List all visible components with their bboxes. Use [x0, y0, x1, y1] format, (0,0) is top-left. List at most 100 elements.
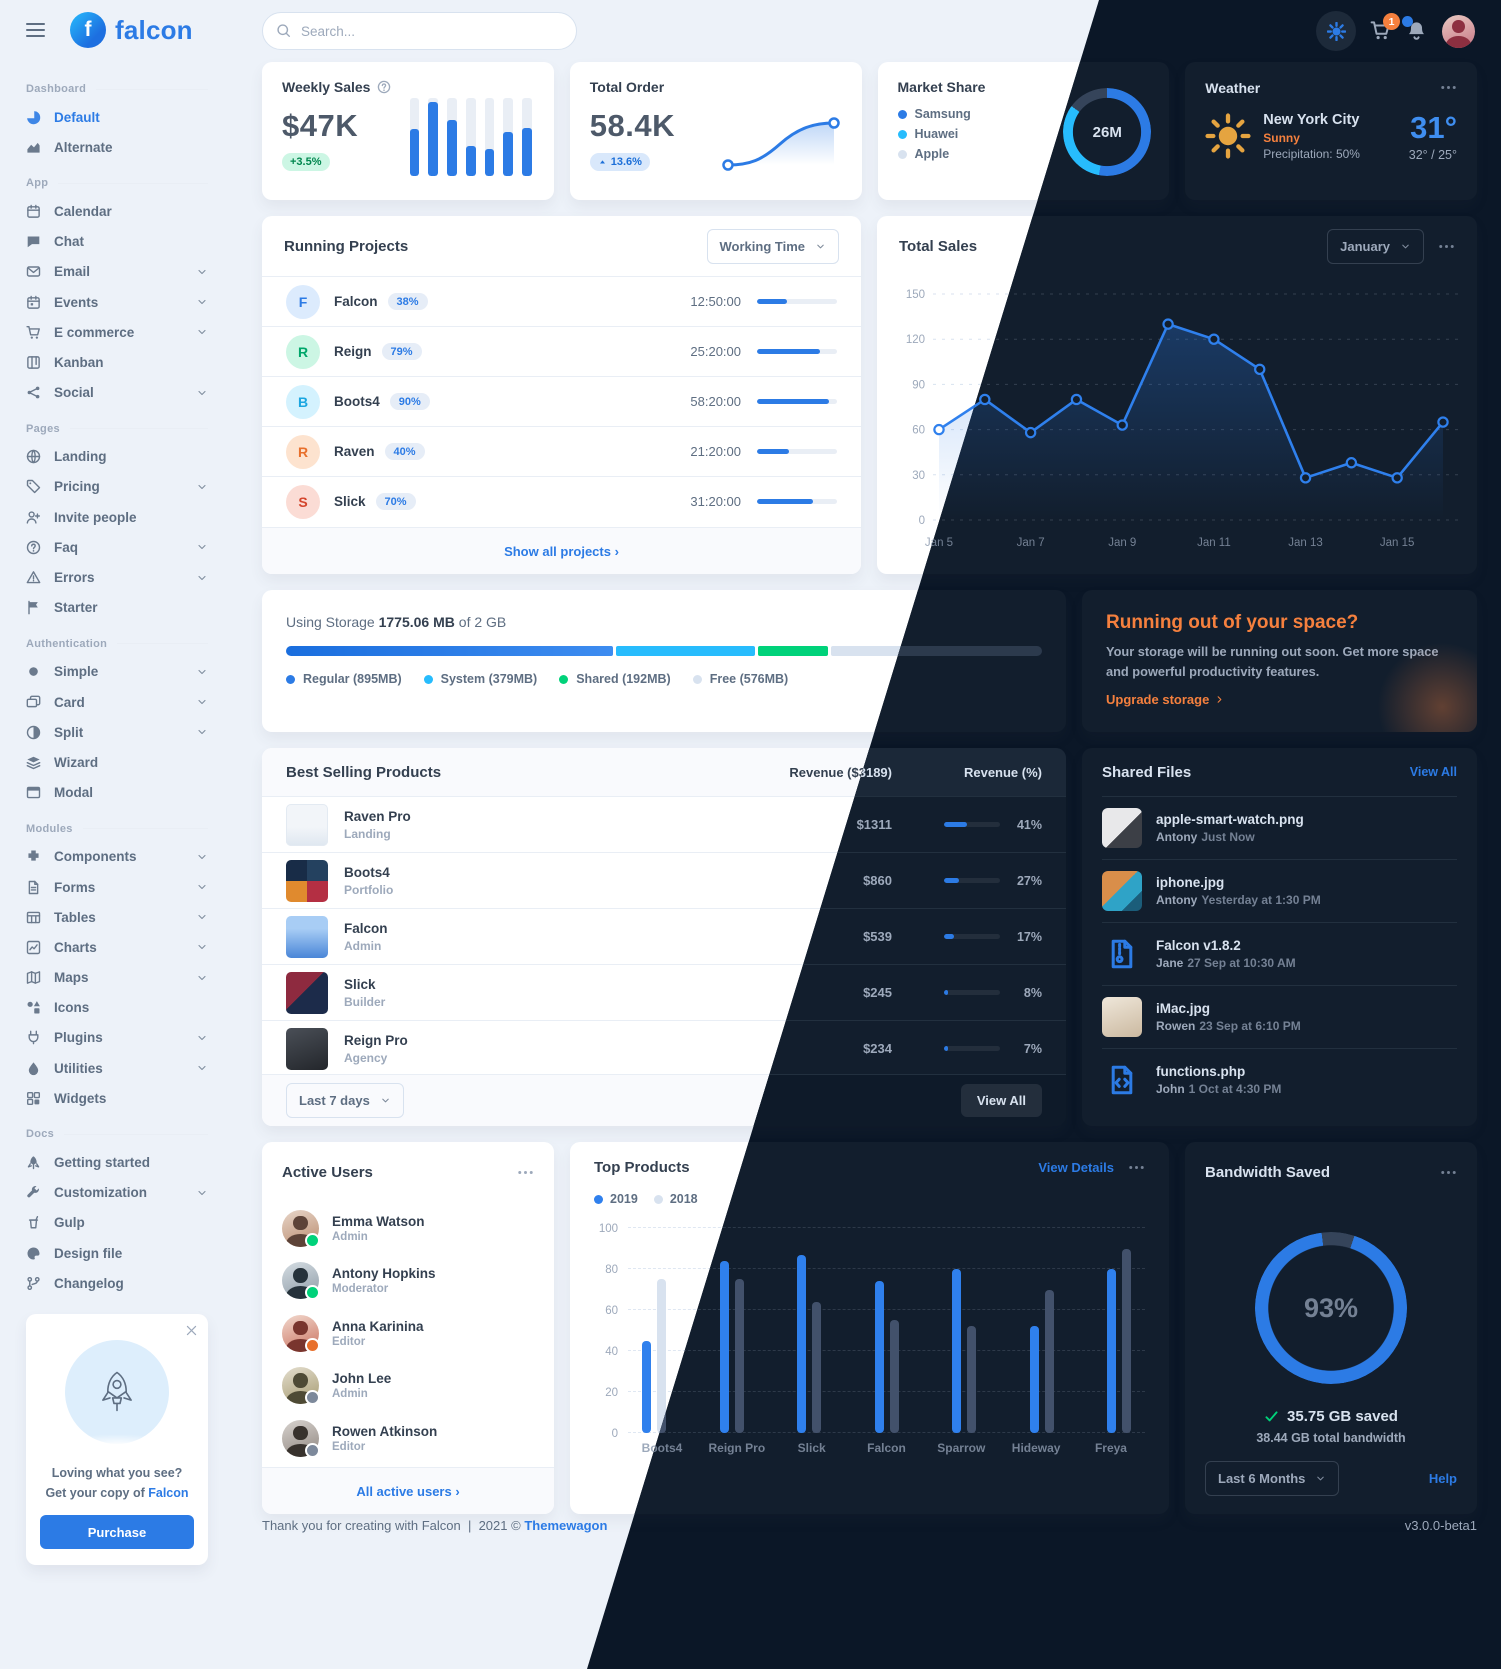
sidebar-item-ecommerce[interactable]: E commerce [26, 317, 208, 347]
sidebar-item-charts[interactable]: Charts [26, 932, 208, 962]
sidebar-item-modal[interactable]: Modal [26, 778, 208, 808]
project-row: B Boots4 90% 58:20:00 [262, 376, 861, 426]
themewagon-link[interactable]: Themewagon [524, 1518, 608, 1533]
search-input[interactable] [262, 12, 577, 50]
working-time-select[interactable]: Working Time [706, 228, 839, 264]
sidebar-item-icons[interactable]: Icons [26, 993, 208, 1023]
sidebar-section-pages: Pages [26, 423, 208, 435]
card-menu-button[interactable] [1128, 1159, 1145, 1176]
help-link[interactable]: Help [1428, 1471, 1457, 1486]
sidebar-item-utilities[interactable]: Utilities [26, 1053, 208, 1083]
status-dot [305, 1442, 320, 1458]
sidebar-item-default[interactable]: Default [26, 102, 208, 132]
sidebar-item-tables[interactable]: Tables [26, 902, 208, 932]
card-menu-button[interactable] [1440, 1164, 1457, 1181]
card-menu-button[interactable] [517, 1164, 534, 1181]
progress-bar [757, 499, 837, 504]
svg-text:0: 0 [919, 515, 925, 527]
settings-button[interactable] [1316, 11, 1356, 51]
legend-dot-huawei [897, 129, 907, 139]
sidebar-item-getting-started[interactable]: Getting started [26, 1147, 208, 1177]
sidebar-item-forms[interactable]: Forms [26, 872, 208, 902]
file-thumbnail [1102, 871, 1142, 911]
card-menu-button[interactable] [1438, 238, 1455, 255]
storage-usage-text: Using Storage 1775.06 MB of 2 GB [286, 614, 507, 630]
sidebar-item-email[interactable]: Email [26, 257, 208, 287]
show-all-projects-link[interactable]: Show all projects › [504, 543, 619, 559]
last-6-months-select[interactable]: Last 6 Months [1205, 1461, 1340, 1496]
weather-condition: Sunny [1263, 130, 1300, 145]
legend-dot-system [423, 674, 433, 684]
svg-text:Jan 15: Jan 15 [1380, 537, 1415, 549]
notifications-button[interactable] [1402, 16, 1428, 42]
user-avatar[interactable] [1442, 14, 1475, 48]
sidebar-item-chat[interactable]: Chat [26, 227, 208, 257]
upgrade-body: Your storage will be running out soon. G… [1106, 644, 1439, 679]
revenue-bar [944, 1046, 1000, 1051]
sidebar-item-split[interactable]: Split [26, 717, 208, 747]
sidebar-item-card[interactable]: Card [26, 687, 208, 717]
sidebar-item-landing[interactable]: Landing [26, 442, 208, 472]
spark-bar [428, 98, 439, 176]
sidebar-item-events[interactable]: Events [26, 287, 208, 317]
cart-button[interactable]: 1 [1370, 13, 1400, 42]
column-revenue-pct: Revenue (%) [963, 764, 1042, 780]
sidebar-item-components[interactable]: Components [26, 842, 208, 872]
sidebar-item-calendar[interactable]: Calendar [26, 196, 208, 226]
sidebar-item-changelog[interactable]: Changelog [26, 1268, 208, 1298]
sidebar-item-alternate[interactable]: Alternate [26, 132, 208, 162]
map-icon [26, 970, 41, 985]
rocket-illustration [65, 1340, 169, 1445]
upgrade-storage-link[interactable]: Upgrade storage [1106, 692, 1225, 707]
sidebar-item-starter[interactable]: Starter [26, 593, 208, 623]
hamburger-menu-icon[interactable] [26, 23, 45, 39]
close-icon[interactable] [185, 1324, 198, 1337]
view-all-button[interactable]: View All [960, 1084, 1042, 1117]
purchase-button[interactable]: Purchase [40, 1515, 194, 1550]
card-title: Weekly Sales [282, 79, 371, 95]
sidebar-item-plugins[interactable]: Plugins [26, 1023, 208, 1053]
brand-logo[interactable]: f falcon [70, 12, 193, 48]
sidebar-item-faq[interactable]: Faq [26, 532, 208, 562]
weekly-sales-sparkline [409, 98, 532, 176]
last-7-days-select[interactable]: Last 7 days [286, 1083, 404, 1118]
sidebar-item-kanban[interactable]: Kanban [26, 347, 208, 377]
file-icon [26, 880, 41, 895]
month-select[interactable]: January [1327, 228, 1424, 264]
sidebar-item-simple[interactable]: Simple [26, 657, 208, 687]
sidebar-item-errors[interactable]: Errors [26, 562, 208, 592]
view-details-link[interactable]: View Details [1038, 1160, 1114, 1175]
card-menu-button[interactable] [1440, 79, 1457, 96]
card-title: Best Selling Products [286, 763, 442, 781]
view-all-link[interactable]: View All [1409, 765, 1457, 779]
help-icon[interactable] [377, 80, 391, 94]
chart-line-icon [26, 940, 41, 955]
card-title: Active Users [282, 1163, 373, 1181]
window-icon [26, 785, 41, 800]
sidebar-item-customization[interactable]: Customization [26, 1178, 208, 1208]
sidebar-item-gulp[interactable]: Gulp [26, 1208, 208, 1238]
sidebar-item-design-file[interactable]: Design file [26, 1238, 208, 1268]
spark-bar [484, 98, 495, 176]
sidebar-item-pricing[interactable]: Pricing [26, 472, 208, 502]
sidebar-item-social[interactable]: Social [26, 378, 208, 408]
brand-name: falcon [115, 14, 193, 45]
all-active-users-link[interactable]: All active users › [356, 1483, 460, 1499]
storage-segment-system [616, 646, 756, 656]
sidebar-item-widgets[interactable]: Widgets [26, 1083, 208, 1113]
market-share-total: 26M [1092, 123, 1122, 141]
total-order-sparkline [721, 117, 840, 171]
sidebar-item-maps[interactable]: Maps [26, 963, 208, 993]
sidebar-item-wizard[interactable]: Wizard [26, 747, 208, 777]
falcon-link[interactable]: Falcon [148, 1485, 189, 1500]
sidebar-item-invite-people[interactable]: Invite people [26, 502, 208, 532]
svg-text:150: 150 [906, 289, 925, 301]
